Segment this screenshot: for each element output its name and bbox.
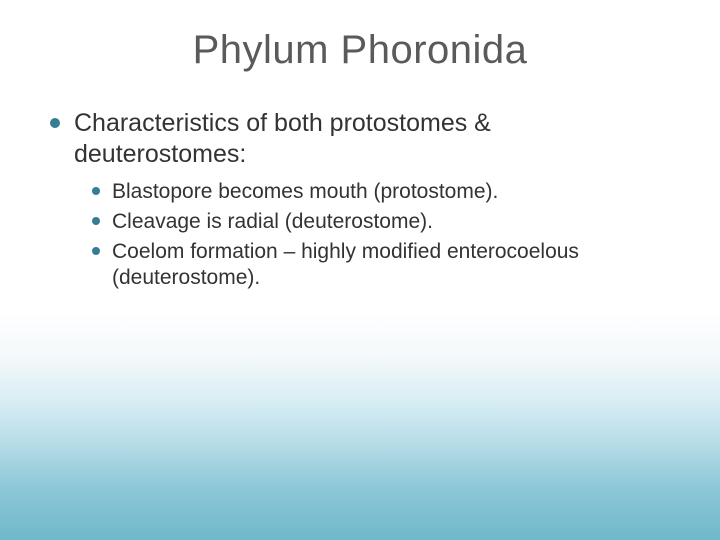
sub-point-text: Coelom formation – highly modified enter… — [112, 239, 670, 292]
slide-title: Phylum Phoronida — [0, 28, 720, 73]
list-item: Cleavage is radial (deuterostome). — [92, 209, 670, 235]
sub-point-text: Cleavage is radial (deuterostome). — [112, 209, 433, 235]
sub-point-text: Blastopore becomes mouth (protostome). — [112, 179, 498, 205]
slide-content: Characteristics of both protostomes & de… — [50, 108, 670, 296]
bullet-icon — [92, 187, 100, 195]
bullet-icon — [92, 217, 100, 225]
slide: Phylum Phoronida Characteristics of both… — [0, 0, 720, 540]
main-point-text: Characteristics of both protostomes & de… — [74, 108, 670, 171]
bullet-icon — [92, 247, 100, 255]
list-item: Coelom formation – highly modified enter… — [92, 239, 670, 292]
bullet-icon — [50, 118, 60, 128]
list-item: Blastopore becomes mouth (protostome). — [92, 179, 670, 205]
list-item: Characteristics of both protostomes & de… — [50, 108, 670, 171]
sub-list: Blastopore becomes mouth (protostome). C… — [92, 179, 670, 292]
